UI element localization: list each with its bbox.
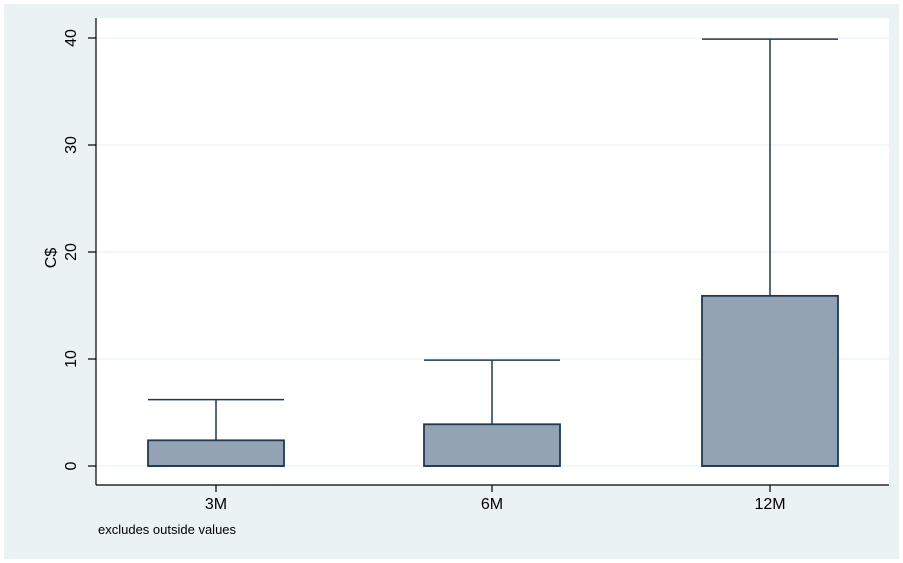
x-category-labels: 3M 6M 12M <box>205 496 786 513</box>
box-12M <box>701 38 839 467</box>
chart-frame: 0 10 20 30 40 3M 6M 12M C$ excludes outside va… <box>4 4 899 559</box>
box-body <box>147 439 285 467</box>
axes <box>88 18 889 492</box>
x-category-label: 6M <box>481 496 503 513</box>
y-tick-label: 30 <box>63 136 80 154</box>
box-body <box>701 294 839 467</box>
box-6M <box>423 359 561 467</box>
y-tick-label: 20 <box>63 243 80 261</box>
y-axis-title: C$ <box>43 248 60 269</box>
note-text: excludes outside values <box>98 522 237 537</box>
box-body <box>423 423 561 467</box>
y-tick-label: 10 <box>63 350 80 368</box>
x-category-label: 12M <box>754 496 785 513</box>
x-category-label: 3M <box>205 496 227 513</box>
y-tick-labels: 0 10 20 30 40 <box>63 29 80 470</box>
boxes <box>147 38 839 467</box>
box-3M <box>147 398 285 467</box>
y-tick-label: 0 <box>63 461 80 470</box>
box-plot: 0 10 20 30 40 3M 6M 12M C$ excludes outside va… <box>43 18 889 537</box>
y-tick-label: 40 <box>63 29 80 47</box>
